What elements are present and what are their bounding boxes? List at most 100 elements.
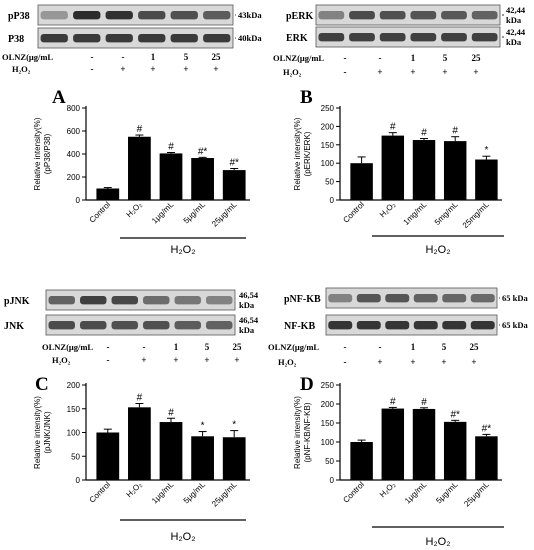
y-axis-label: Relative intensity(%) (pJNK/JNK) (33, 396, 52, 469)
y-axis-label-line: Relative intensity(%) (293, 396, 302, 469)
y-tick-label: 0 (330, 196, 335, 205)
olnz-value: 1 (174, 342, 179, 352)
olnz-value: 5 (443, 53, 448, 63)
y-axis-label-line: (pJNK/JNK) (43, 411, 52, 454)
bar (159, 153, 183, 200)
h2o2-label: H₂O₂ (12, 64, 31, 74)
bar (412, 408, 436, 480)
h2o2-value: + (173, 355, 178, 365)
blot-band (138, 11, 166, 20)
blot-row-label: pJNK (4, 296, 30, 307)
y-axis-label: Relative intensity(%) (pNF-KB/NF-KB) (293, 396, 312, 469)
blot-row-label: pERK (286, 11, 313, 22)
y-tick-label: 200 (67, 381, 81, 390)
bar-chart-a: 0 200 400 600 800 Relative intensity(%) (pP38/… (33, 104, 250, 256)
blot-band (170, 11, 198, 20)
significance-mark: #* (229, 157, 239, 168)
olnz-value: - (379, 342, 382, 352)
olnz-value: 25 (470, 342, 480, 352)
panel-letter-a: A (52, 87, 66, 108)
y-tick-label: 400 (67, 150, 81, 159)
olnz-value: 5 (205, 342, 210, 352)
h2o2-value: + (120, 64, 125, 74)
olnz-value: 5 (442, 342, 447, 352)
y-tick-label: 250 (321, 381, 335, 390)
blot-band (174, 321, 201, 330)
x-tick-label: Control (88, 480, 113, 505)
x-tick-label: 25μg/mL (462, 480, 491, 509)
y-tick-label: 200 (321, 400, 335, 409)
h2o2-value: + (150, 64, 155, 74)
h2o2-value: + (471, 357, 476, 367)
y-tick-label: 100 (67, 429, 81, 438)
blot-strip (325, 314, 498, 336)
significance-mark: # (168, 407, 174, 418)
blot-band (143, 321, 170, 330)
x-tick-label: 25μg/mL (210, 480, 239, 509)
olnz-value: 1 (411, 342, 416, 352)
blot-strip (37, 27, 234, 49)
olnz-value: - (122, 52, 125, 62)
h2o2-value: + (377, 357, 382, 367)
blot-band (80, 296, 107, 305)
blot-band (73, 34, 101, 43)
blot-band (318, 11, 345, 20)
significance-mark: #* (198, 146, 208, 157)
bar (128, 136, 151, 200)
x-tick-label: H₂O₂ (125, 200, 144, 219)
kda-label: 42,44 (506, 5, 526, 15)
blot-band (471, 11, 498, 20)
y-tick-label: 150 (321, 141, 335, 150)
blot-band (413, 321, 438, 330)
blot-row-label: P38 (8, 34, 24, 45)
panel-letter-b: B (300, 87, 313, 108)
h2o2-label: H₂O₂ (283, 67, 302, 77)
olnz-label: OLNZ(μg/mL (268, 342, 319, 352)
blot-band (203, 11, 231, 20)
significance-mark: #* (482, 423, 492, 434)
blot-band (441, 11, 467, 20)
significance-mark: * (232, 420, 236, 431)
blot-band (318, 33, 345, 42)
h2o2-value: + (213, 64, 218, 74)
x-tick-label: H₂O₂ (378, 480, 397, 499)
blot-strip (45, 314, 236, 336)
olnz-label: OLNZ(μg/mL (273, 53, 324, 63)
h2o2-value: - (344, 357, 347, 367)
h2o2-value: + (377, 67, 382, 77)
bar (159, 422, 183, 480)
y-tick-label: 50 (325, 178, 334, 187)
olnz-value: - (379, 53, 382, 63)
bar (222, 437, 246, 480)
bar (96, 432, 120, 480)
group-label: H₂O₂ (170, 531, 195, 543)
x-tick-label: 1μg/mL (403, 480, 429, 506)
y-tick-label: 800 (67, 104, 81, 113)
bar-chart-d: 0 50 100 150 200 250 Relative intensity(%) (pNF… (293, 381, 504, 548)
h2o2-value: + (141, 355, 146, 365)
blot-band (441, 33, 467, 42)
y-axis-label-line: (pERK/ERK) (303, 131, 312, 176)
blot-strip (37, 4, 234, 26)
h2o2-value: + (234, 355, 239, 365)
y-tick-label: 0 (76, 476, 81, 485)
x-tick-label: H₂O₂ (125, 480, 144, 499)
significance-mark: # (137, 393, 143, 404)
bar-chart-b: 0 50 100 150 200 250 Relative intensity(%) (pER… (293, 104, 504, 256)
y-tick-label: 0 (76, 196, 81, 205)
y-axis-label-line: (pNF-KB/NF-KB) (303, 402, 312, 462)
blot-band (470, 294, 495, 303)
olnz-value: 1 (151, 52, 156, 62)
blot-band (356, 321, 381, 330)
h2o2-label: H₂O₂ (278, 357, 297, 367)
y-tick-label: 250 (321, 104, 335, 113)
blot-band (413, 294, 438, 303)
blot-band (138, 34, 166, 43)
y-tick-label: 200 (67, 173, 81, 182)
bar (412, 140, 436, 200)
x-tick-label: 5μg/mL (182, 480, 208, 506)
significance-mark: # (452, 126, 458, 137)
kda-label: 65 kDa (502, 320, 528, 330)
